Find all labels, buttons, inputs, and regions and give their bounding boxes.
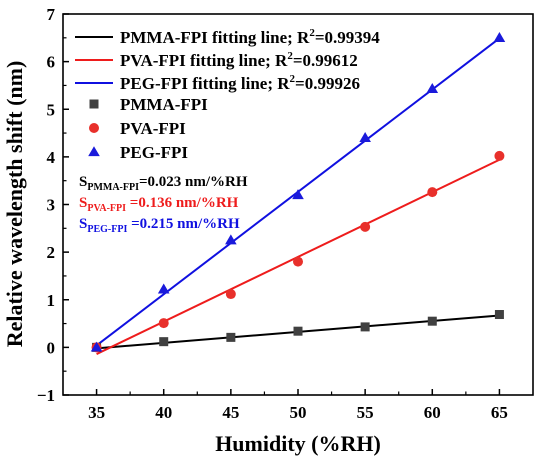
point-pmma-fpi (360, 322, 370, 332)
x-axis-label: Humidity (%RH) (215, 431, 381, 456)
legend-marker (88, 146, 100, 157)
point-peg-fpi (157, 283, 170, 294)
x-tick-label: 45 (222, 403, 239, 422)
data-points (90, 32, 506, 353)
sensitivity-annotations: SPMMA-FPI=0.023 nm/%RH SPVA-FPI =0.136 nm… (79, 174, 248, 235)
point-pmma-fpi (494, 310, 504, 320)
point-pva-fpi (360, 221, 371, 232)
point-peg-fpi (359, 132, 371, 143)
point-pva-fpi (427, 187, 438, 198)
y-tick-label: 2 (47, 243, 56, 262)
legend-series-label: PEG-FPI (120, 143, 188, 162)
point-peg-fpi (225, 234, 237, 245)
plot-frame (62, 13, 534, 396)
legend-fit-label: PVA-FPI fitting line; R2=0.99612 (120, 50, 358, 70)
legend-fit-label: PMMA-FPI fitting line; R2=0.99394 (120, 27, 380, 47)
point-pva-fpi (158, 318, 169, 329)
legend-series-label: PMMA-FPI (120, 95, 208, 114)
point-peg-fpi (493, 32, 506, 42)
point-pva-fpi (494, 150, 505, 161)
y-tick-label: 5 (47, 100, 56, 119)
point-pva-fpi (293, 256, 303, 267)
x-tick-label: 65 (491, 403, 508, 422)
point-pmma-fpi (427, 316, 437, 326)
x-tick-label: 35 (88, 403, 105, 422)
point-pva-fpi (225, 289, 236, 300)
x-tick-label: 55 (357, 403, 374, 422)
point-peg-fpi (90, 341, 103, 352)
y-tick-label: −1 (37, 386, 55, 405)
y-tick-label: 0 (47, 338, 56, 357)
x-tick-label: 60 (424, 403, 441, 422)
y-tick-label: 4 (47, 148, 56, 167)
y-tick-label: 6 (47, 53, 56, 72)
y-tick-label: 7 (47, 5, 56, 24)
point-pmma-fpi (159, 337, 169, 347)
legend-series-label: PVA-FPI (120, 119, 186, 138)
legend: PMMA-FPI fitting line; R2=0.99394 PVA-FPI… (75, 27, 380, 162)
point-pmma-fpi (293, 326, 303, 336)
point-peg-fpi (426, 82, 439, 93)
legend-marker (89, 123, 99, 133)
point-pmma-fpi (226, 332, 236, 342)
x-tick-label: 40 (155, 403, 172, 422)
sensitivity-label: SPEG-FPI =0.215 nm/%RH (79, 216, 240, 235)
point-peg-fpi (292, 189, 304, 200)
x-tick-label: 50 (290, 403, 307, 422)
y-axis-label: Relative wavelength shift (nm) (2, 61, 27, 348)
sensitivity-label: SPVA-FPI =0.136 nm/%RH (79, 195, 239, 214)
legend-marker (89, 99, 99, 109)
y-tick-label: 1 (47, 291, 56, 310)
sensitivity-label: SPMMA-FPI=0.023 nm/%RH (79, 174, 248, 193)
y-tick-label: 3 (47, 196, 56, 215)
legend-fit-label: PEG-FPI fitting line; R2=0.99926 (120, 73, 360, 93)
